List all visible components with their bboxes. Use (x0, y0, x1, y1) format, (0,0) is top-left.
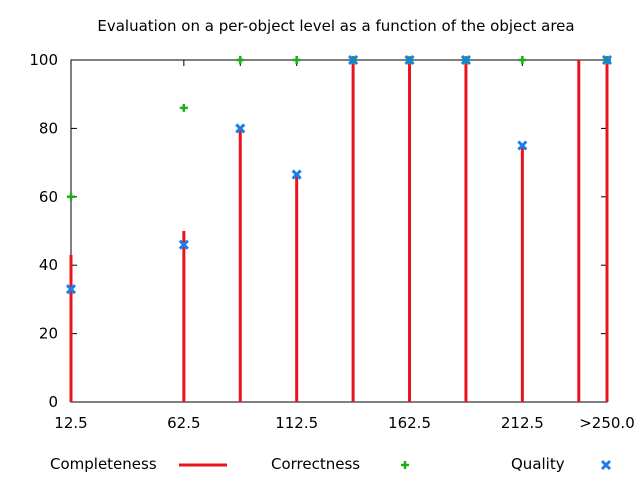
x-tick-label: 212.5 (501, 414, 544, 432)
quality-point (235, 123, 246, 134)
correctness-point (179, 103, 188, 112)
quality-point (517, 140, 528, 151)
plot-frame (70, 59, 608, 403)
chart-title: Evaluation on a per-object level as a fu… (97, 17, 575, 35)
legend-label-quality: Quality (511, 455, 565, 473)
x-tick-label: 12.5 (54, 414, 87, 432)
x-tick-label: 112.5 (275, 414, 318, 432)
correctness-point (236, 56, 245, 64)
quality-point (601, 54, 613, 66)
y-tick-label: 80 (39, 119, 58, 137)
quality-point (291, 169, 302, 180)
correctness-point (292, 56, 301, 64)
quality-point (178, 239, 189, 250)
legend-label-completeness: Completeness (50, 455, 157, 473)
y-tick-label: 20 (39, 325, 58, 343)
x-tick-label: >250.0 (579, 414, 635, 432)
correctness-point (67, 192, 75, 201)
quality-point (348, 54, 359, 66)
y-tick-label: 40 (39, 256, 58, 274)
quality-point (404, 54, 415, 66)
quality-point (65, 284, 77, 295)
x-tick-label: 162.5 (388, 414, 431, 432)
legend-marker-correctness (401, 461, 409, 469)
y-tick-label: 60 (39, 188, 58, 206)
x-tick-label: 62.5 (167, 414, 200, 432)
legend-label-correctness: Correctness (271, 455, 361, 473)
correctness-point (518, 56, 527, 64)
y-tick-label: 100 (29, 51, 58, 69)
quality-point (460, 54, 472, 66)
y-tick-label: 0 (48, 393, 58, 411)
legend-marker-quality (600, 459, 612, 471)
